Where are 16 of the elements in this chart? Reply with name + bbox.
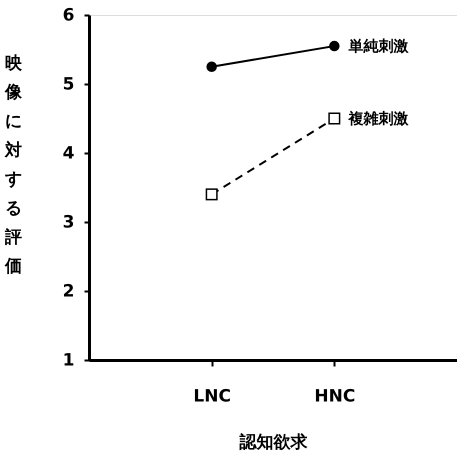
y-tick-label: 6 bbox=[62, 6, 74, 26]
y-tick-label: 4 bbox=[62, 144, 75, 164]
y-axis-title: 映像に対する評価 bbox=[4, 54, 23, 276]
series-label: 複雑刺激 bbox=[347, 110, 410, 128]
x-tick-label: HNC bbox=[314, 386, 356, 406]
point bbox=[329, 40, 340, 52]
y-tick-label: 2 bbox=[62, 282, 74, 302]
point bbox=[328, 112, 340, 124]
x-axis-title: 認知欲求 bbox=[238, 432, 308, 452]
point bbox=[206, 62, 217, 72]
x-tick-label: LNC bbox=[193, 386, 231, 406]
y-tick-label: 1 bbox=[62, 350, 74, 370]
y-tick-label: 3 bbox=[62, 212, 74, 232]
series-label: 単純刺激 bbox=[347, 37, 410, 56]
y-tick-label: 5 bbox=[62, 74, 74, 94]
point bbox=[206, 188, 218, 200]
